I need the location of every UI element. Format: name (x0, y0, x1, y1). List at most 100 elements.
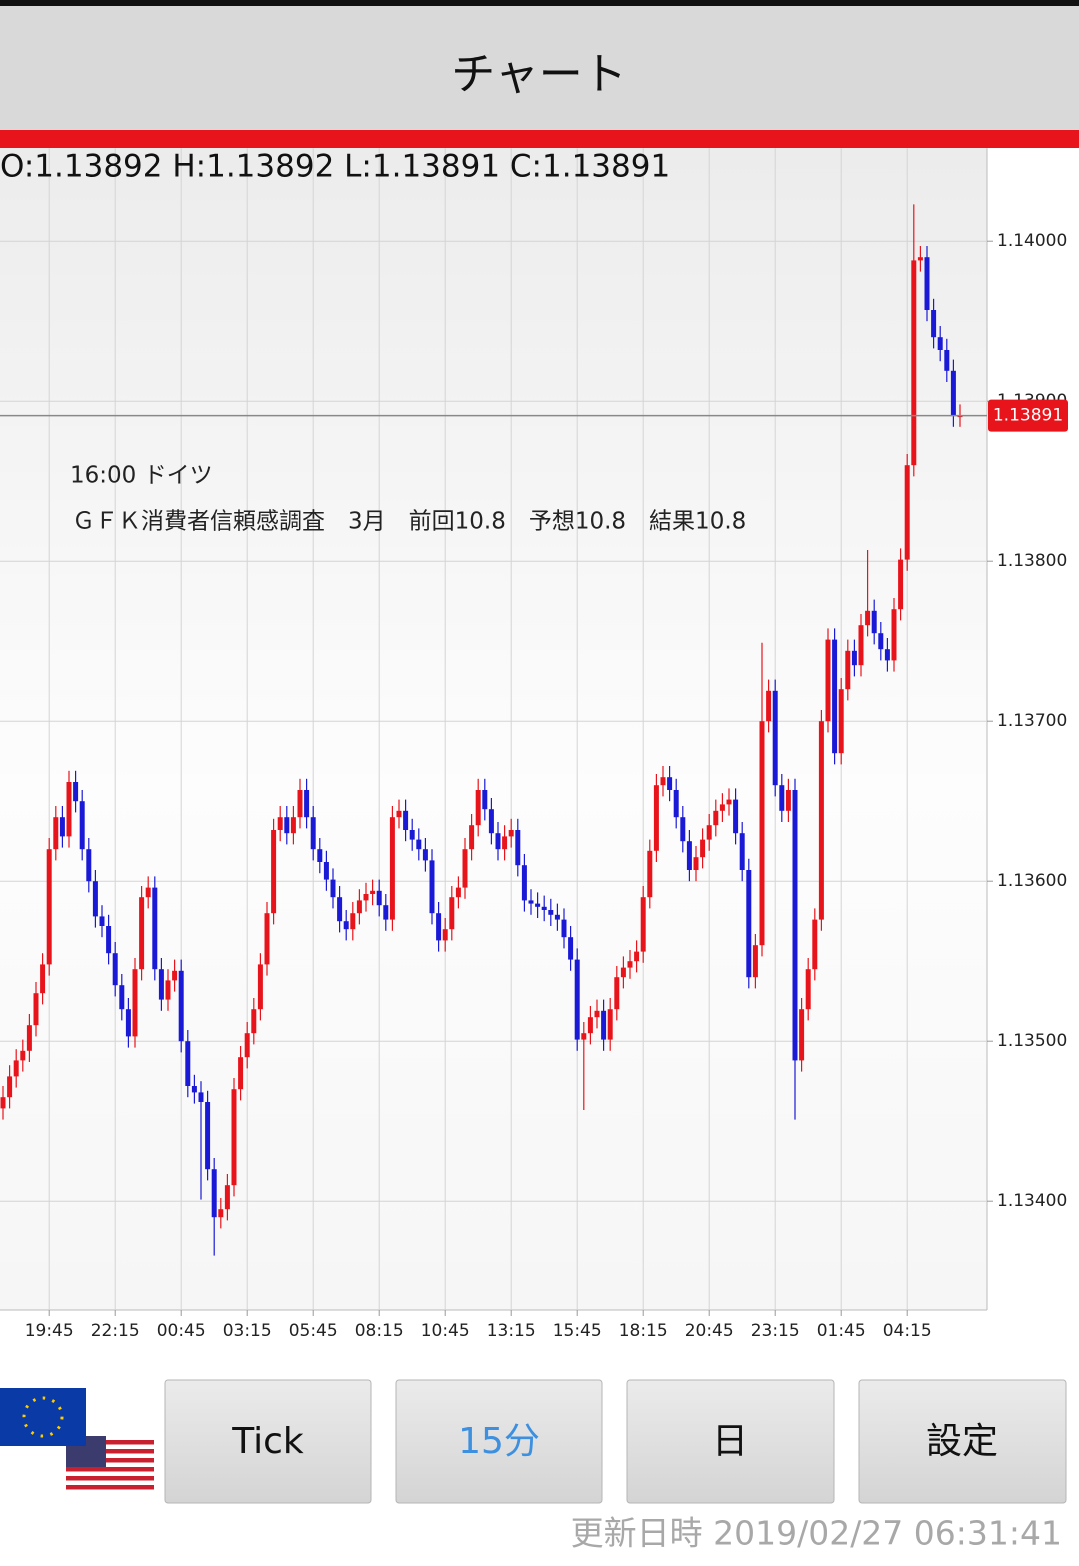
candle-body (119, 985, 125, 1010)
candle-body (271, 830, 277, 914)
candle-body (581, 1033, 587, 1040)
candle-body (620, 967, 626, 978)
candle-body (13, 1060, 19, 1077)
button-day[interactable]: 日 (626, 1379, 835, 1504)
y-tick-label: 1.13600 (997, 871, 1067, 891)
candle-body (653, 785, 659, 851)
candle-body (442, 929, 448, 941)
button-label: 15分 (458, 1421, 540, 1462)
candle-body (548, 910, 554, 915)
candle-body (211, 1169, 217, 1218)
eu-stars (22, 1396, 64, 1438)
candle-body (594, 1010, 600, 1018)
candle-body (733, 799, 739, 834)
candle-body (66, 782, 72, 837)
candle-body (541, 906, 547, 910)
x-tick-label: 08:15 (355, 1321, 404, 1341)
button-15min[interactable]: 15分 (395, 1379, 603, 1504)
event-time: 16:00 ドイツ (70, 463, 213, 489)
candle-body (647, 850, 653, 898)
candle-body (931, 310, 937, 338)
candle-body (667, 777, 673, 790)
candle-body (145, 887, 151, 898)
candle-body (231, 1089, 237, 1186)
candle-body (99, 916, 105, 926)
button-label: 日 (712, 1421, 748, 1462)
button-bg (858, 1379, 1067, 1504)
candle-body (297, 790, 303, 818)
candle-body (680, 817, 686, 842)
candle-body (574, 959, 580, 1040)
candle-body (238, 1057, 244, 1090)
candle-body (26, 1025, 32, 1051)
candle-body (917, 257, 923, 261)
candle-body (449, 897, 455, 930)
candle-body (191, 1086, 197, 1093)
candle-body (805, 969, 811, 1010)
candle-body (185, 1041, 191, 1086)
candle-body (502, 836, 508, 850)
button-settings[interactable]: 設定 (858, 1379, 1067, 1504)
button-bg (164, 1379, 372, 1504)
currency-pair-icon[interactable] (0, 1388, 154, 1494)
x-tick-label: 05:45 (289, 1321, 338, 1341)
candle-body (106, 926, 112, 954)
candle-body (904, 465, 910, 560)
candle-body (792, 790, 798, 1061)
candle-body (337, 897, 343, 922)
candle-body (205, 1102, 211, 1170)
button-bg (395, 1379, 603, 1504)
candle-body (739, 833, 745, 870)
candle-body (587, 1017, 593, 1034)
candle-body (535, 903, 541, 907)
candle-body (284, 817, 290, 834)
candle-body (508, 830, 514, 837)
candle-body (383, 905, 389, 920)
candle-body (264, 913, 270, 965)
x-tick-label: 03:15 (223, 1321, 272, 1341)
candle-body (759, 721, 765, 946)
candle-body (310, 817, 316, 850)
candle-body (277, 817, 283, 830)
button-tick[interactable]: Tick (164, 1379, 372, 1504)
candle-body (871, 610, 877, 634)
candle-body (601, 1010, 607, 1040)
candle-body (495, 833, 501, 850)
candle-body (891, 609, 897, 661)
candle-body (132, 969, 138, 1037)
candle-body (396, 810, 402, 818)
candle-body (304, 790, 310, 818)
candle-body (812, 919, 818, 970)
candle-body (92, 881, 98, 917)
candle-body (244, 1033, 250, 1058)
candle-body (20, 1050, 26, 1061)
x-tick-label: 18:15 (619, 1321, 668, 1341)
y-tick-label: 1.14000 (997, 231, 1067, 251)
candle-body (139, 897, 145, 970)
candle-body (772, 690, 778, 786)
candle-body (752, 945, 758, 978)
x-tick-label: 13:15 (487, 1321, 536, 1341)
current-price-tag (988, 399, 1068, 432)
candle-body (317, 849, 323, 862)
candle-body (350, 913, 356, 930)
x-tick-label: 20:45 (685, 1321, 734, 1341)
candle-body (950, 370, 956, 416)
button-label: 設定 (926, 1421, 998, 1462)
x-tick-label: 00:45 (157, 1321, 206, 1341)
candle-body (257, 964, 263, 1010)
candle-body (0, 1097, 6, 1109)
x-tick-label: 19:45 (25, 1321, 74, 1341)
candle-body (40, 964, 46, 994)
candle-body (713, 810, 719, 826)
candle-body (686, 841, 692, 870)
eu-flag (0, 1388, 86, 1446)
candle-body (86, 849, 92, 882)
y-tick-label: 1.13800 (997, 551, 1067, 571)
y-tick-label: 1.13700 (997, 711, 1067, 731)
candle-body (403, 810, 409, 830)
candle-body (389, 817, 395, 920)
candle-body (898, 559, 904, 610)
